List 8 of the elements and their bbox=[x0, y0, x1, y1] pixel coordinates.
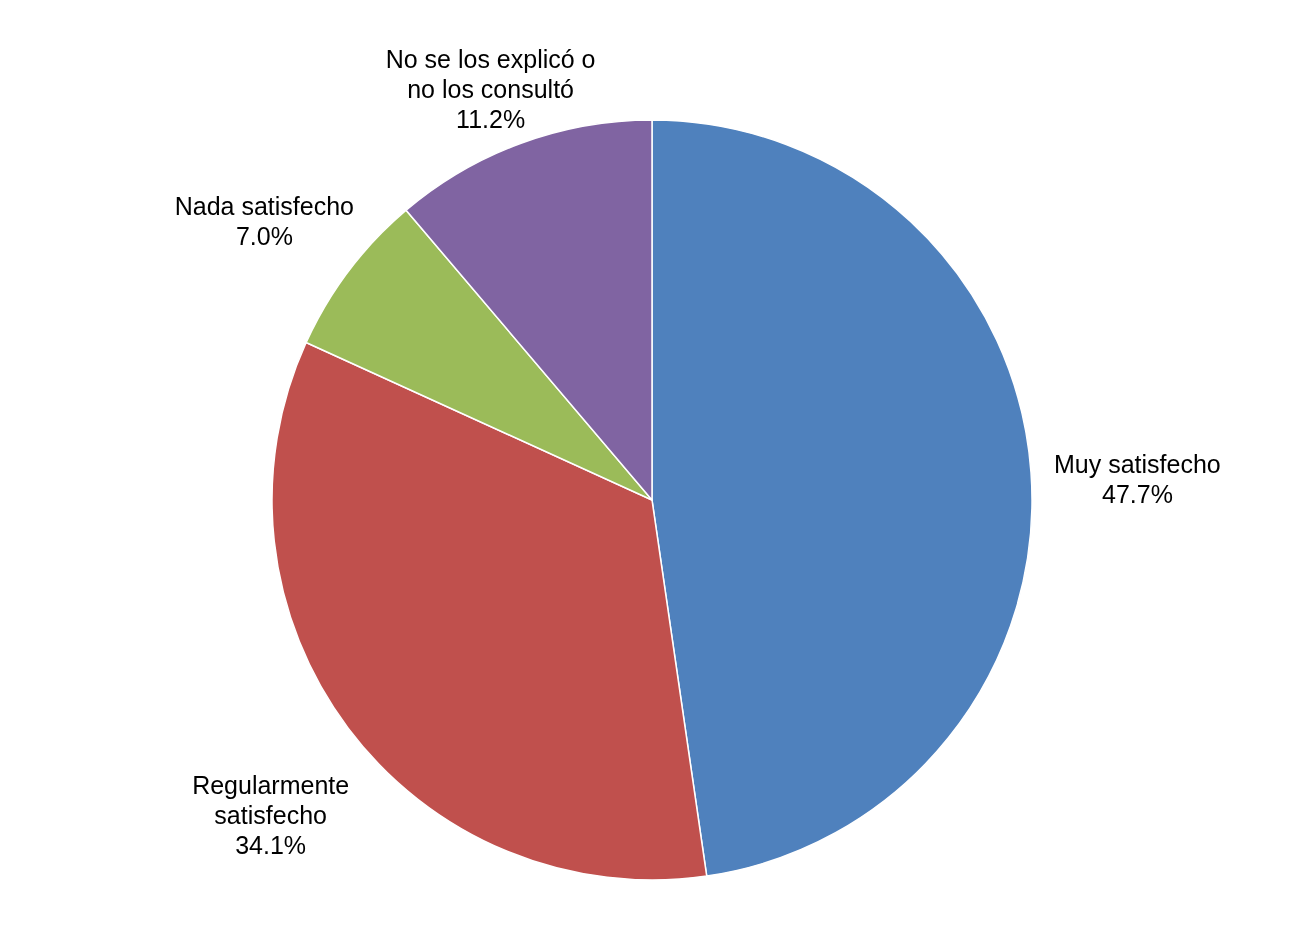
slice-label: No se los explicó o no los consultó bbox=[385, 45, 596, 104]
data-label: 34.1% bbox=[235, 831, 307, 860]
slice-label: Muy satisfecho bbox=[1054, 449, 1221, 478]
data-label: 11.2% bbox=[456, 105, 526, 134]
slice-label: Regularmente satisfecho bbox=[192, 771, 350, 830]
slice-label: Nada satisfecho bbox=[174, 192, 355, 221]
data-label: 7.0% bbox=[235, 222, 293, 251]
data-label: 47.7% bbox=[1101, 479, 1173, 508]
